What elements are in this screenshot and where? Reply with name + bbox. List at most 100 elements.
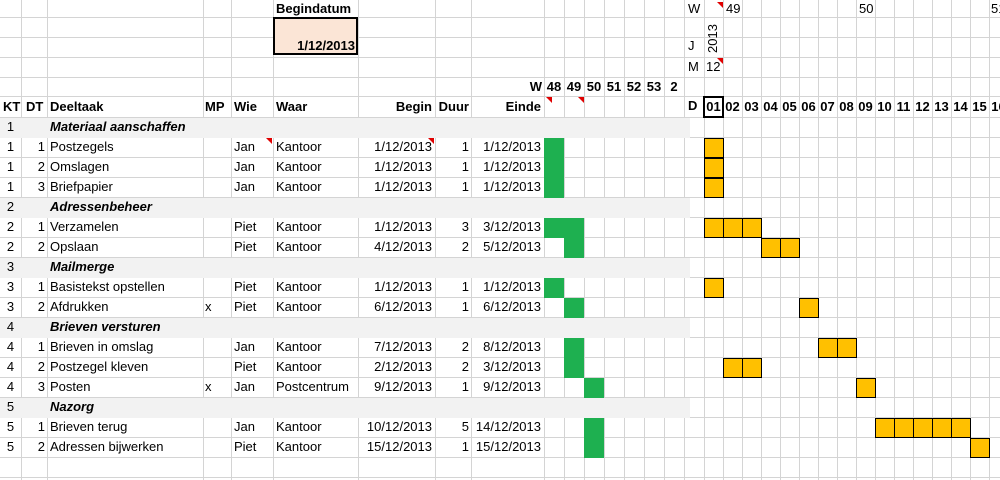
cell-mp[interactable] bbox=[205, 277, 229, 297]
cell-dt[interactable]: 2 bbox=[37, 359, 45, 374]
cell-who[interactable] bbox=[234, 257, 272, 277]
cell-who[interactable]: Jan bbox=[234, 379, 255, 394]
cell-dt[interactable]: 3 bbox=[37, 379, 45, 394]
cell-mp[interactable] bbox=[205, 157, 229, 177]
cell-mp[interactable] bbox=[205, 437, 229, 457]
cell-kt[interactable]: 1 bbox=[6, 159, 15, 174]
col-header-where[interactable]: Waar bbox=[276, 99, 308, 114]
cell-who[interactable]: Jan bbox=[234, 159, 255, 174]
cell-end[interactable]: 5/12/2013 bbox=[483, 239, 541, 254]
cell-who[interactable]: Piet bbox=[234, 359, 257, 374]
cell-where[interactable]: Kantoor bbox=[276, 439, 322, 454]
cell-end[interactable]: 3/12/2013 bbox=[483, 219, 541, 234]
cell-who[interactable] bbox=[234, 117, 272, 137]
cell-task[interactable]: Postzegel kleven bbox=[50, 359, 149, 374]
cell-begin[interactable] bbox=[360, 257, 432, 277]
cell-who[interactable]: Piet bbox=[234, 219, 257, 234]
cell-dt[interactable] bbox=[21, 317, 45, 337]
cell-dt[interactable] bbox=[21, 117, 45, 137]
cell-where[interactable]: Kantoor bbox=[276, 279, 322, 294]
cell-where[interactable] bbox=[276, 317, 356, 337]
cell-begin[interactable]: 1/12/2013 bbox=[374, 279, 432, 294]
cell-begin[interactable] bbox=[360, 117, 432, 137]
cell-end[interactable]: 3/12/2013 bbox=[483, 359, 541, 374]
col-header-who[interactable]: Wie bbox=[234, 99, 257, 114]
cell-begin[interactable]: 1/12/2013 bbox=[374, 179, 432, 194]
cell-task[interactable]: Mailmerge bbox=[50, 259, 115, 274]
cell-begin[interactable]: 1/12/2013 bbox=[374, 219, 432, 234]
cell-duration[interactable] bbox=[435, 317, 469, 337]
cell-mp[interactable]: x bbox=[205, 299, 212, 314]
cell-duration[interactable]: 1 bbox=[461, 159, 469, 174]
cell-end[interactable]: 1/12/2013 bbox=[483, 279, 541, 294]
cell-who[interactable]: Piet bbox=[234, 299, 257, 314]
cell-task[interactable]: Basistekst opstellen bbox=[50, 279, 165, 294]
cell-where[interactable] bbox=[276, 197, 356, 217]
cell-duration[interactable]: 2 bbox=[461, 339, 469, 354]
cell-dt[interactable]: 1 bbox=[37, 339, 45, 354]
cell-kt[interactable]: 4 bbox=[6, 379, 15, 394]
cell-task[interactable]: Opslaan bbox=[50, 239, 99, 254]
cell-task[interactable]: Brieven versturen bbox=[50, 319, 161, 334]
cell-kt[interactable]: 1 bbox=[6, 139, 15, 154]
cell-task[interactable]: Adressenbeheer bbox=[50, 199, 152, 214]
cell-mp[interactable] bbox=[205, 357, 229, 377]
cell-kt[interactable]: 2 bbox=[6, 219, 15, 234]
cell-end[interactable] bbox=[471, 397, 541, 417]
cell-kt[interactable]: 5 bbox=[6, 399, 15, 414]
cell-mp[interactable] bbox=[205, 397, 229, 417]
start-date-cell[interactable]: 1/12/2013 bbox=[273, 17, 358, 55]
cell-begin[interactable]: 10/12/2013 bbox=[366, 419, 432, 434]
cell-task[interactable]: Postzegels bbox=[50, 139, 114, 154]
cell-kt[interactable]: 4 bbox=[6, 319, 15, 334]
cell-duration[interactable]: 2 bbox=[461, 359, 469, 374]
cell-where[interactable]: Kantoor bbox=[276, 239, 322, 254]
cell-mp[interactable] bbox=[205, 117, 229, 137]
cell-who[interactable] bbox=[234, 397, 272, 417]
cell-end[interactable] bbox=[471, 197, 541, 217]
col-header-duration[interactable]: Duur bbox=[438, 99, 469, 114]
cell-dt[interactable]: 2 bbox=[37, 239, 45, 254]
cell-mp[interactable] bbox=[205, 217, 229, 237]
cell-who[interactable]: Jan bbox=[234, 179, 255, 194]
cell-who[interactable]: Piet bbox=[234, 279, 257, 294]
cell-duration[interactable]: 1 bbox=[461, 379, 469, 394]
cell-begin[interactable]: 6/12/2013 bbox=[374, 299, 432, 314]
cell-who[interactable]: Jan bbox=[234, 139, 255, 154]
cell-task[interactable]: Adressen bijwerken bbox=[50, 439, 164, 454]
cell-begin[interactable] bbox=[360, 397, 432, 417]
cell-kt[interactable]: 2 bbox=[6, 199, 15, 214]
cell-who[interactable]: Piet bbox=[234, 439, 257, 454]
cell-where[interactable]: Kantoor bbox=[276, 139, 322, 154]
cell-dt[interactable] bbox=[21, 257, 45, 277]
cell-dt[interactable]: 1 bbox=[37, 219, 45, 234]
cell-where[interactable]: Kantoor bbox=[276, 219, 322, 234]
cell-mp[interactable] bbox=[205, 417, 229, 437]
cell-end[interactable]: 8/12/2013 bbox=[483, 339, 541, 354]
cell-dt[interactable]: 1 bbox=[37, 419, 45, 434]
cell-end[interactable] bbox=[471, 317, 541, 337]
cell-kt[interactable]: 1 bbox=[6, 179, 15, 194]
cell-where[interactable]: Kantoor bbox=[276, 179, 322, 194]
cell-dt[interactable] bbox=[21, 197, 45, 217]
cell-duration[interactable] bbox=[435, 197, 469, 217]
cell-dt[interactable]: 1 bbox=[37, 139, 45, 154]
cell-duration[interactable]: 1 bbox=[461, 279, 469, 294]
cell-begin[interactable]: 9/12/2013 bbox=[374, 379, 432, 394]
col-header-end[interactable]: Einde bbox=[505, 99, 541, 114]
cell-task[interactable]: Brieven terug bbox=[50, 419, 128, 434]
cell-end[interactable]: 6/12/2013 bbox=[483, 299, 541, 314]
col-header-kt[interactable]: KT bbox=[3, 99, 21, 114]
col-header-dt[interactable]: DT bbox=[26, 99, 44, 114]
cell-dt[interactable]: 3 bbox=[37, 179, 45, 194]
cell-duration[interactable] bbox=[435, 397, 469, 417]
selected-day-cell[interactable] bbox=[703, 96, 724, 118]
cell-mp[interactable]: x bbox=[205, 379, 212, 394]
cell-end[interactable]: 1/12/2013 bbox=[483, 159, 541, 174]
cell-duration[interactable] bbox=[435, 257, 469, 277]
cell-where[interactable] bbox=[276, 397, 356, 417]
cell-who[interactable]: Jan bbox=[234, 419, 255, 434]
cell-dt[interactable] bbox=[21, 397, 45, 417]
cell-where[interactable] bbox=[276, 257, 356, 277]
